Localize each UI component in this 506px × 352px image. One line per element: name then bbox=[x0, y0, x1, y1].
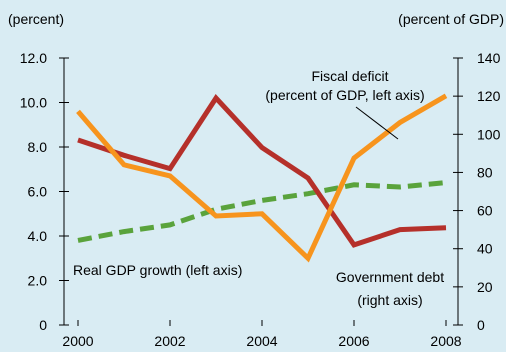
left-tick-label: 12.0 bbox=[20, 50, 47, 66]
left-tick-label: 2.0 bbox=[28, 273, 48, 289]
fiscal-deficit-annotation-line1: Fiscal deficit bbox=[311, 68, 388, 84]
x-tick-label: 2000 bbox=[62, 333, 93, 349]
left-tick-label: 10.0 bbox=[20, 95, 47, 111]
right-tick-label: 40 bbox=[477, 241, 493, 257]
x-tick-label: 2004 bbox=[246, 333, 277, 349]
annotations: Fiscal deficit (percent of GDP, left axi… bbox=[73, 68, 444, 308]
government-debt-annotation-line2: (right axis) bbox=[357, 292, 422, 308]
gdp-growth-annotation: Real GDP growth (left axis) bbox=[73, 262, 242, 278]
right-tick-label: 140 bbox=[477, 50, 501, 66]
fiscal-deficit-leader-line bbox=[355, 106, 399, 140]
x-tick-label: 2002 bbox=[154, 333, 185, 349]
fiscal-deficit-annotation-line2: (percent of GDP, left axis) bbox=[265, 87, 424, 103]
left-tick-label: 0 bbox=[39, 317, 47, 333]
government-debt-line bbox=[77, 94, 447, 248]
right-tick-label: 60 bbox=[477, 203, 493, 219]
right-axis-unit-label: (percent of GDP) bbox=[398, 11, 504, 27]
series-lines bbox=[76, 93, 448, 263]
x-tick-label: 2008 bbox=[430, 333, 461, 349]
left-tick-label: 8.0 bbox=[28, 139, 48, 155]
axes: 0 2.0 4.0 6.0 8.0 10.0 12.0 0 20 40 60 80 100 120 140 2… bbox=[20, 50, 501, 349]
left-tick-label: 4.0 bbox=[28, 228, 48, 244]
left-axis-unit-label: (percent) bbox=[8, 11, 64, 27]
right-tick-label: 80 bbox=[477, 164, 493, 180]
right-tick-label: 0 bbox=[477, 317, 485, 333]
x-tick-label: 2006 bbox=[338, 333, 369, 349]
right-tick-label: 120 bbox=[477, 88, 501, 104]
government-debt-annotation-line1: Government debt bbox=[336, 269, 444, 285]
right-tick-label: 20 bbox=[477, 279, 493, 295]
right-tick-label: 100 bbox=[477, 126, 501, 142]
left-tick-label: 6.0 bbox=[28, 184, 48, 200]
